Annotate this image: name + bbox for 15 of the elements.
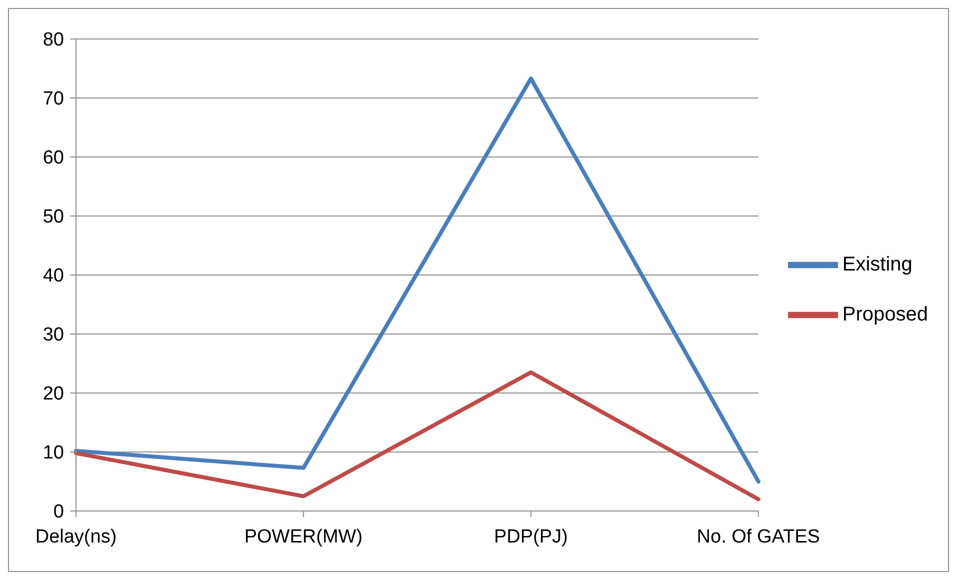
y-tick-label: 60 (42, 148, 64, 169)
x-tick-label: PDP(PJ) (494, 526, 568, 548)
y-tick-label: 10 (42, 442, 64, 464)
legend-label: Existing (842, 253, 912, 276)
y-tick-label: 40 (42, 266, 64, 287)
y-tick-label: 80 (42, 30, 64, 51)
y-tick-label: 20 (42, 384, 64, 405)
legend-label: Proposed (842, 303, 928, 326)
x-tick-label: Delay(ns) (35, 526, 117, 548)
y-tick-label: 50 (42, 206, 64, 228)
y-tick-label: 30 (42, 324, 64, 346)
y-tick-label: 0 (53, 502, 64, 523)
x-tick-label: POWER(MW) (244, 526, 363, 548)
x-tick-label: No. Of GATES (696, 526, 820, 548)
y-tick-label: 70 (42, 88, 64, 110)
